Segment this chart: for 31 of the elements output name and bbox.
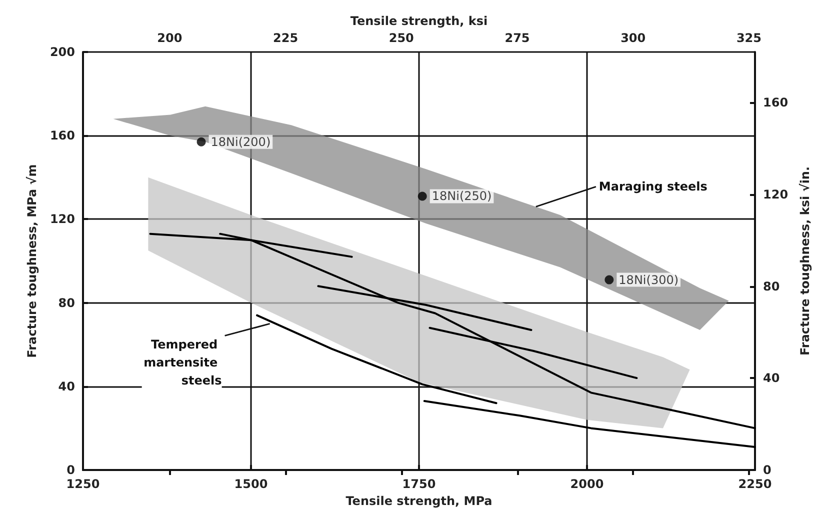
x2-axis-title: Tensile strength, ksi — [350, 14, 488, 28]
y2-tick-label: 80 — [763, 279, 780, 294]
x2-tick-label: 200 — [157, 31, 182, 45]
series-label: 18Ni(200) — [210, 134, 271, 149]
y-tick-label: 0 — [66, 463, 75, 477]
x2-tick-label: 275 — [504, 31, 530, 45]
y2-tick-label: 0 — [763, 463, 772, 477]
y2-tick-label: 160 — [763, 96, 788, 110]
annotation: Tempered martensite steels — [144, 338, 222, 388]
x2-tick-label: 300 — [620, 31, 646, 45]
y2-axis-title: Fracture toughness, ksi √in. — [798, 166, 812, 356]
y-tick-label: 40 — [58, 379, 75, 394]
series-label: 18Ni(300) — [618, 272, 679, 287]
x-tick-label: 1500 — [234, 477, 268, 491]
annotation: Maraging steels — [598, 180, 708, 194]
series-label: 18Ni(250) — [432, 189, 492, 204]
y-tick-label: 160 — [50, 128, 75, 143]
x-tick-label: 2000 — [570, 477, 604, 491]
x-tick-label: 1750 — [402, 477, 436, 491]
x-tick-label: 2250 — [738, 477, 772, 491]
x2-tick-label: 325 — [736, 31, 762, 45]
x2-tick-label: 225 — [272, 31, 298, 45]
x2-tick-label: 250 — [388, 31, 414, 45]
y-tick-label: 80 — [58, 296, 75, 310]
x-axis-title: Tensile strength, MPa — [346, 494, 492, 508]
y-axis-title: Fracture toughness, MPa √m — [25, 164, 39, 358]
y-tick-label: 120 — [50, 212, 75, 226]
y2-tick-label: 120 — [763, 187, 788, 202]
x-tick-label: 1250 — [66, 477, 100, 491]
y-tick-label: 200 — [50, 45, 75, 59]
y2-tick-label: 40 — [763, 371, 780, 386]
